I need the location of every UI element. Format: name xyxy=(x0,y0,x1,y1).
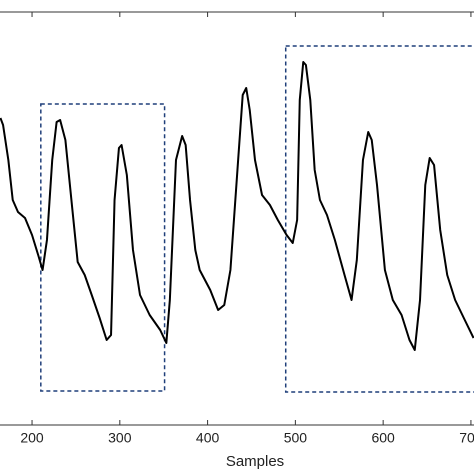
x-axis-label: Samples xyxy=(226,453,284,470)
x-tick-label: 600 xyxy=(371,430,395,446)
x-tick-label: 300 xyxy=(108,430,132,446)
x-tick-label: 700 xyxy=(459,430,474,446)
x-tick-label: 500 xyxy=(284,430,308,446)
highlight-box xyxy=(284,45,474,393)
signal-line xyxy=(0,61,474,351)
x-tick-label: 200 xyxy=(20,430,44,446)
x-tick-label: 400 xyxy=(196,430,220,446)
highlight-box xyxy=(40,103,166,392)
